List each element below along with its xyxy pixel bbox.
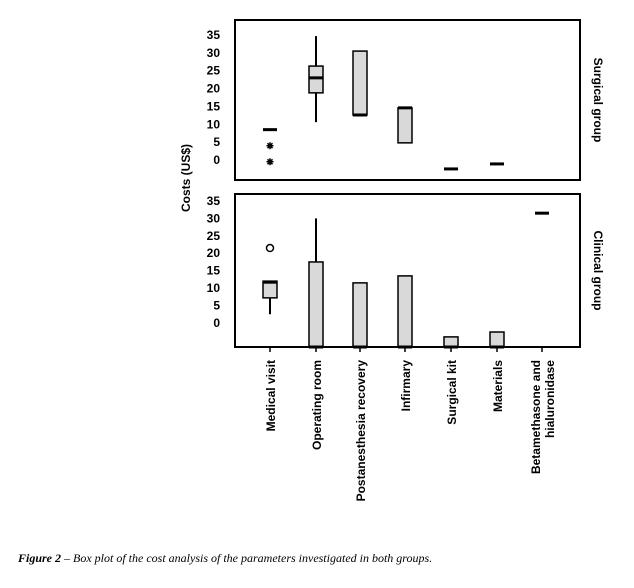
box <box>352 282 368 348</box>
x-tick-label: Medical visit <box>264 360 278 431</box>
outlier <box>266 142 274 150</box>
y-tick-label: 20 <box>207 82 221 96</box>
panel-frame <box>234 19 581 181</box>
x-tick-label: Operating room <box>310 360 324 450</box>
outlier <box>266 158 274 166</box>
x-tick-label: Surgical kit <box>445 360 459 425</box>
y-tick-label: 30 <box>207 211 221 225</box>
y-tick-label: 15 <box>207 264 221 278</box>
y-tick-label: 15 <box>207 99 221 113</box>
y-tick-label: 5 <box>213 135 220 149</box>
caption: Figure 2 – Box plot of the cost analysis… <box>17 551 432 565</box>
y-axis-label: Costs (US$) <box>179 144 193 212</box>
y-tick-label: 30 <box>207 46 221 60</box>
box <box>397 107 413 144</box>
box <box>308 65 324 94</box>
panel-label: Surgical group <box>591 58 605 143</box>
y-tick-label: 25 <box>207 229 221 243</box>
y-tick-label: 20 <box>207 246 221 260</box>
y-tick-label: 25 <box>207 64 221 78</box>
x-tick-label: Materials <box>491 360 505 412</box>
caption-text: – Box plot of the cost analysis of the p… <box>61 551 432 565</box>
box <box>352 50 368 116</box>
y-tick-label: 35 <box>207 194 221 208</box>
box <box>308 261 324 348</box>
y-tick-label: 0 <box>213 316 220 330</box>
caption-label: Figure 2 <box>17 551 61 565</box>
box <box>489 331 505 348</box>
x-tick-label: Postanesthesia recovery <box>354 360 368 502</box>
box <box>397 275 413 348</box>
y-tick-label: 10 <box>207 117 221 131</box>
y-tick-label: 10 <box>207 281 221 295</box>
y-tick-label: 5 <box>213 299 220 313</box>
x-tick-label: Betamethasone andhialuronidase <box>529 360 557 474</box>
y-tick-label: 35 <box>207 28 221 42</box>
box <box>443 336 459 348</box>
panel-label: Clinical group <box>591 230 605 310</box>
x-tick-label: Infirmary <box>399 360 413 412</box>
y-tick-label: 0 <box>213 153 220 167</box>
outlier <box>265 243 275 253</box>
